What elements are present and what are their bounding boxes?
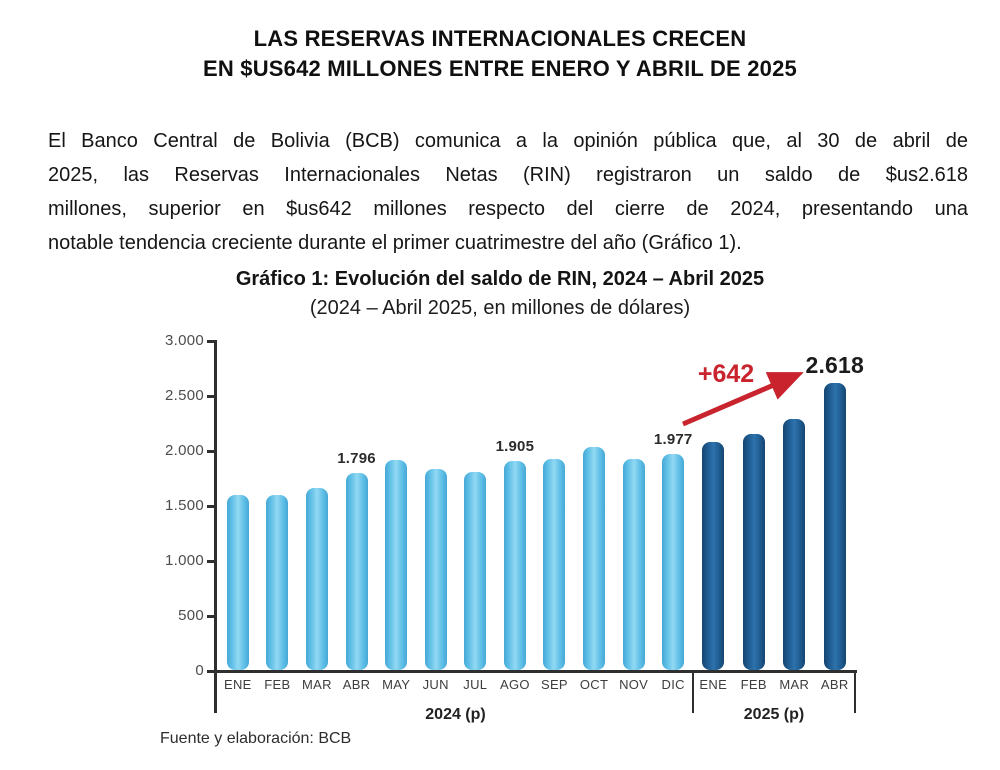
bar-feb-2025	[742, 433, 765, 670]
bar-abr-2024	[345, 473, 368, 670]
bar-nov-2024	[622, 458, 645, 670]
chart-title: Gráfico 1: Evolución del saldo de RIN, 2…	[235, 268, 765, 290]
x-tick-label: OCT	[579, 677, 609, 692]
y-axis-tick	[207, 395, 216, 398]
year-group-label: 2024 (p)	[425, 706, 486, 723]
year-group-label: 2025 (p)	[743, 706, 805, 723]
x-tick-label: FEB	[264, 677, 291, 692]
x-tick-label: FEB	[740, 677, 767, 692]
y-tick-label: 0	[195, 662, 204, 679]
x-tick-label: SEP	[540, 677, 568, 692]
y-tick-label: 2.000	[164, 442, 204, 459]
source-note: Fuente y elaboración: BCB	[160, 730, 352, 747]
bar-jul-2024	[464, 472, 487, 670]
x-tick-label: DIC	[661, 677, 685, 692]
x-tick-label: JUL	[463, 677, 488, 692]
y-axis-tick	[207, 615, 216, 618]
bar-ago-2024	[503, 461, 526, 670]
bar-dic-2024	[662, 453, 685, 670]
paragraph-line: El Banco Central de Bolivia (BCB) comuni…	[48, 130, 968, 152]
y-axis-tick	[207, 560, 216, 563]
chart-subtitle: (2024 – Abril 2025, en millones de dólar…	[309, 297, 691, 319]
bar-mar-2024	[305, 487, 328, 670]
x-tick-label: MAR	[779, 677, 810, 692]
x-tick-label: JUN	[422, 677, 449, 692]
x-tick-label: ABR	[820, 677, 849, 692]
document-title-line2: EN $US642 MILLONES ENTRE ENERO Y ABRIL D…	[202, 56, 797, 81]
bar-abr-2025	[823, 383, 846, 670]
bar-jun-2024	[424, 469, 447, 670]
y-axis-tick	[207, 450, 216, 453]
x-tick-label: ENE	[223, 677, 252, 692]
group-divider-line	[692, 672, 694, 713]
bar-may-2024	[385, 460, 408, 670]
document-title-line1: LAS RESERVAS INTERNACIONALES CRECEN	[253, 26, 747, 51]
body-paragraph: El Banco Central de Bolivia (BCB) comuni…	[48, 124, 968, 260]
y-axis-tick	[207, 340, 216, 343]
y-axis-line	[214, 340, 217, 713]
y-tick-label: 1.000	[164, 552, 204, 569]
x-tick-label: NOV	[619, 677, 649, 692]
bar-ene-2025	[702, 442, 725, 670]
y-axis-tick	[207, 505, 216, 508]
bar-value-label: 1.905	[495, 438, 535, 456]
x-tick-label: ENE	[699, 677, 728, 692]
axis-end-line	[854, 672, 856, 713]
x-tick-label: MAR	[302, 677, 332, 692]
y-tick-label: 2.500	[164, 387, 204, 404]
x-tick-label: MAY	[382, 677, 411, 692]
paragraph-line: notable tendencia creciente durante el p…	[48, 232, 742, 254]
bar-oct-2024	[583, 447, 606, 670]
y-tick-label: 1.500	[164, 497, 204, 514]
paragraph-line: 2025, las Reservas Internacionales Netas…	[48, 164, 968, 186]
bar-sep-2024	[543, 458, 566, 670]
bar-value-label: 2.618	[805, 352, 865, 379]
y-tick-label: 500	[178, 607, 204, 624]
bar-mar-2025	[783, 419, 806, 670]
increase-arrow-icon	[682, 372, 804, 427]
y-tick-label: 3.000	[164, 332, 204, 349]
bar-ene-2024	[226, 495, 249, 670]
x-axis-line	[214, 670, 857, 673]
paragraph-line: millones, superior en $us642 millones re…	[48, 198, 968, 220]
x-tick-label: AGO	[499, 677, 530, 692]
annotation-increase: +642	[697, 360, 755, 388]
bar-feb-2024	[266, 495, 289, 670]
bar-value-label: 1.977	[653, 430, 693, 448]
bar-value-label: 1.796	[337, 450, 376, 468]
x-tick-label: ABR	[342, 677, 371, 692]
document-title: LAS RESERVAS INTERNACIONALES CRECEN EN $…	[0, 24, 1000, 84]
y-axis-tick	[207, 670, 216, 673]
